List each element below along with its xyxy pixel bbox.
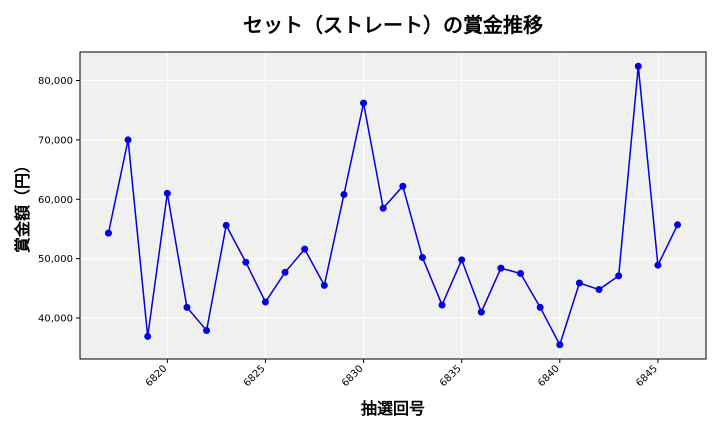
- data-point: [556, 341, 564, 349]
- data-point: [438, 301, 446, 309]
- data-point: [104, 229, 112, 237]
- data-point: [634, 62, 642, 70]
- x-tick-label: 6840: [536, 363, 562, 389]
- data-point: [163, 189, 171, 197]
- y-axis-label: 賞金額（円）: [13, 157, 32, 253]
- plot-frame: [79, 51, 707, 360]
- data-point: [320, 281, 328, 289]
- data-point: [418, 253, 426, 261]
- chart-title: セット（ストレート）の賞金推移: [243, 13, 543, 37]
- x-tick-label: 6825: [242, 363, 268, 389]
- x-tick-label: 6830: [340, 363, 366, 389]
- data-point: [281, 268, 289, 276]
- series: [104, 62, 682, 349]
- data-point: [379, 204, 387, 212]
- data-point: [261, 298, 269, 306]
- data-point: [203, 326, 211, 334]
- data-point: [183, 303, 191, 311]
- data-point: [124, 136, 132, 144]
- y-tick-label: 60,000: [38, 195, 73, 206]
- data-point: [674, 221, 682, 229]
- x-tick-label: 6835: [438, 363, 464, 389]
- data-point: [458, 256, 466, 264]
- data-point: [144, 332, 152, 340]
- y-tick-label: 50,000: [38, 254, 73, 265]
- data-point: [536, 303, 544, 311]
- data-point: [654, 261, 662, 269]
- y-tick-label: 80,000: [38, 76, 73, 87]
- plot-background: [80, 52, 706, 359]
- data-point: [340, 191, 348, 199]
- data-point: [399, 182, 407, 190]
- x-tick-label: 6820: [144, 363, 170, 389]
- x-tick-label: 6845: [634, 363, 660, 389]
- x-axis-label: 抽選回号: [361, 399, 425, 418]
- data-point: [301, 245, 309, 253]
- data-point: [222, 221, 230, 229]
- y-tick-label: 70,000: [38, 135, 73, 146]
- data-point: [360, 99, 368, 107]
- data-point: [595, 286, 603, 294]
- data-point: [477, 308, 485, 316]
- y-tick-label: 40,000: [38, 314, 73, 325]
- data-point: [575, 279, 583, 287]
- data-point: [497, 264, 505, 272]
- data-point: [242, 258, 250, 266]
- data-point: [517, 269, 525, 277]
- data-point: [615, 272, 623, 280]
